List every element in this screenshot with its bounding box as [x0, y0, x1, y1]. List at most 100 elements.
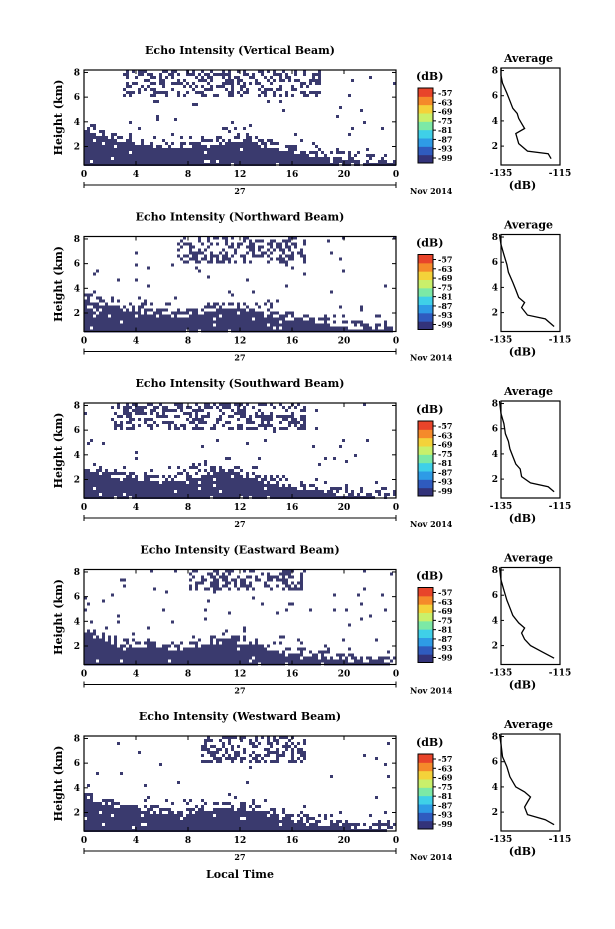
heatmap-cell [243, 569, 246, 573]
heatmap-cell [225, 242, 228, 246]
heatmap-cell [114, 314, 117, 318]
heatmap-cell [171, 659, 174, 663]
heatmap-cell [240, 481, 243, 484]
panel-2: Echo Intensity (Northward Beam)2468Heigh… [52, 211, 571, 363]
heatmap-cell [111, 148, 114, 151]
heatmap-cell [267, 484, 270, 487]
heatmap-cell [147, 481, 150, 484]
heatmap-cell [126, 478, 129, 481]
heatmap-cell [255, 82, 258, 85]
heatmap-cell [84, 826, 87, 829]
heatmap-cell [87, 811, 90, 814]
heatmap-cell [240, 475, 243, 478]
heatmap-cell [129, 154, 132, 157]
heatmap-cell [126, 493, 129, 496]
average-y-tick-label: 6 [492, 591, 498, 601]
heatmap-cell [222, 148, 225, 151]
heatmap-cell [249, 754, 252, 757]
heatmap-cell [294, 323, 297, 327]
average-x-tick-label: -115 [549, 336, 572, 346]
heatmap-cell [288, 569, 291, 573]
heatmap-cell [300, 647, 303, 651]
heatmap-cell [138, 826, 141, 829]
heatmap-cell [243, 308, 246, 312]
heatmap-cell [123, 808, 126, 811]
heatmap-cell [270, 760, 273, 763]
heatmap-cell [204, 617, 207, 621]
heatmap-cell [150, 427, 153, 430]
heatmap-cell [180, 409, 183, 412]
heatmap-cell [201, 820, 204, 823]
heatmap-cell [240, 85, 243, 88]
heatmap-cell [102, 805, 105, 808]
heatmap-cell [156, 317, 159, 321]
heatmap-cell [147, 478, 150, 481]
heatmap-cell [240, 811, 243, 814]
heatmap-cell [147, 145, 150, 148]
heatmap-cell [174, 817, 177, 820]
heatmap-cell [153, 136, 156, 139]
heatmap-cell [243, 302, 246, 306]
heatmap-cell [150, 151, 153, 154]
heatmap-cell [216, 760, 219, 763]
heatmap-cell [261, 817, 264, 820]
heatmap-cell [138, 326, 141, 330]
heatmap-cell [339, 445, 342, 448]
heatmap-cell [240, 88, 243, 91]
heatmap-cell [108, 659, 111, 663]
average-y-tick-label: 4 [492, 616, 498, 626]
heatmap-cell [303, 406, 306, 409]
heatmap-cell [138, 814, 141, 817]
heatmap-cell [210, 760, 213, 763]
colorbar-unit-label: (dB) [416, 237, 443, 250]
heatmap-cell [192, 421, 195, 424]
heatmap-cell [258, 82, 261, 85]
heatmap-cell [123, 826, 126, 829]
heatmap-cell [282, 754, 285, 757]
heatmap-cell [285, 314, 288, 318]
heatmap-cell [177, 415, 180, 418]
heatmap-cell [216, 472, 219, 475]
heatmap-cell [270, 745, 273, 748]
heatmap-cell [117, 320, 120, 324]
heatmap-cell [231, 817, 234, 820]
heatmap-cell [333, 826, 336, 829]
heatmap-cell [237, 157, 240, 160]
heatmap-cell [126, 91, 129, 94]
heatmap-cell [267, 160, 270, 163]
heatmap-cell [108, 650, 111, 654]
heatmap-cell [144, 302, 147, 306]
heatmap-cell [99, 314, 102, 318]
heatmap-cell [204, 88, 207, 91]
heatmap-cell [246, 826, 249, 829]
heatmap-cell [249, 124, 252, 127]
heatmap-cell [231, 647, 234, 651]
heatmap-cell [201, 754, 204, 757]
heatmap-cell [135, 814, 138, 817]
heatmap-cell [93, 463, 96, 466]
heatmap-cell [189, 578, 192, 582]
heatmap-cell [174, 320, 177, 324]
heatmap-cell [123, 145, 126, 148]
heatmap-cell [273, 320, 276, 324]
heatmap-cell [99, 481, 102, 484]
heatmap-cell [204, 814, 207, 817]
heatmap-cell [216, 811, 219, 814]
colorbar-segment [418, 612, 433, 622]
heatmap-cell [111, 805, 114, 808]
heatmap-cell [105, 469, 108, 472]
heatmap-cell [111, 826, 114, 829]
heatmap-cell [162, 475, 165, 478]
heatmap-cell [204, 314, 207, 318]
heatmap-cell [186, 311, 189, 315]
heatmap-cell [93, 644, 96, 648]
heatmap-cell [285, 73, 288, 76]
heatmap-cell [165, 323, 168, 327]
heatmap-cell [129, 487, 132, 490]
heatmap-cell [87, 659, 90, 663]
heatmap-cell [288, 647, 291, 651]
heatmap-cell [207, 311, 210, 315]
heatmap-cell [156, 320, 159, 324]
heatmap-cell [270, 659, 273, 663]
heatmap-cell [171, 826, 174, 829]
